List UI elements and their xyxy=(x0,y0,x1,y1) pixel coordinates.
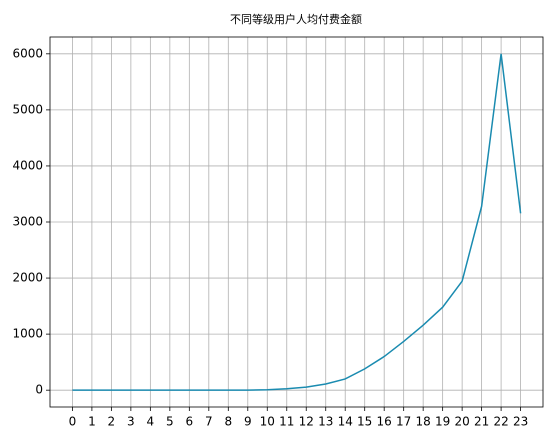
x-tick-label: 1 xyxy=(88,415,96,429)
x-tick-label: 23 xyxy=(513,415,528,429)
y-tick-label: 1000 xyxy=(12,327,43,341)
x-tick-label: 21 xyxy=(474,415,489,429)
x-tick-label: 9 xyxy=(244,415,252,429)
x-tick-label: 0 xyxy=(69,415,77,429)
x-tick-label: 5 xyxy=(166,415,174,429)
x-tick-label: 10 xyxy=(260,415,275,429)
y-tick-label: 6000 xyxy=(12,46,43,60)
x-tick-label: 19 xyxy=(435,415,450,429)
x-tick-label: 17 xyxy=(396,415,411,429)
x-tick-label: 18 xyxy=(416,415,431,429)
x-tick-label: 3 xyxy=(127,415,135,429)
x-tick-label: 15 xyxy=(357,415,372,429)
plot-frame xyxy=(49,36,544,408)
x-tick-label: 22 xyxy=(493,415,508,429)
chart-title: 不同等级用户人均付费金额 xyxy=(230,12,362,26)
y-tick-label: 0 xyxy=(35,383,43,397)
y-tick-label: 5000 xyxy=(12,102,43,116)
x-tick-label: 8 xyxy=(224,415,232,429)
x-tick-label: 4 xyxy=(147,415,155,429)
x-tick-label: 20 xyxy=(454,415,469,429)
x-tick-label: 13 xyxy=(318,415,333,429)
y-tick-label: 3000 xyxy=(12,215,43,229)
x-tick-label: 12 xyxy=(299,415,314,429)
y-tick-label: 4000 xyxy=(12,158,43,172)
data-line xyxy=(72,53,522,391)
x-tick-label: 16 xyxy=(377,415,392,429)
x-tick-label: 11 xyxy=(279,415,294,429)
x-tick-label: 7 xyxy=(205,415,213,429)
x-tick-label: 6 xyxy=(186,415,194,429)
y-tick-label: 2000 xyxy=(12,271,43,285)
x-tick-label: 14 xyxy=(338,415,353,429)
x-tick-label: 2 xyxy=(108,415,116,429)
